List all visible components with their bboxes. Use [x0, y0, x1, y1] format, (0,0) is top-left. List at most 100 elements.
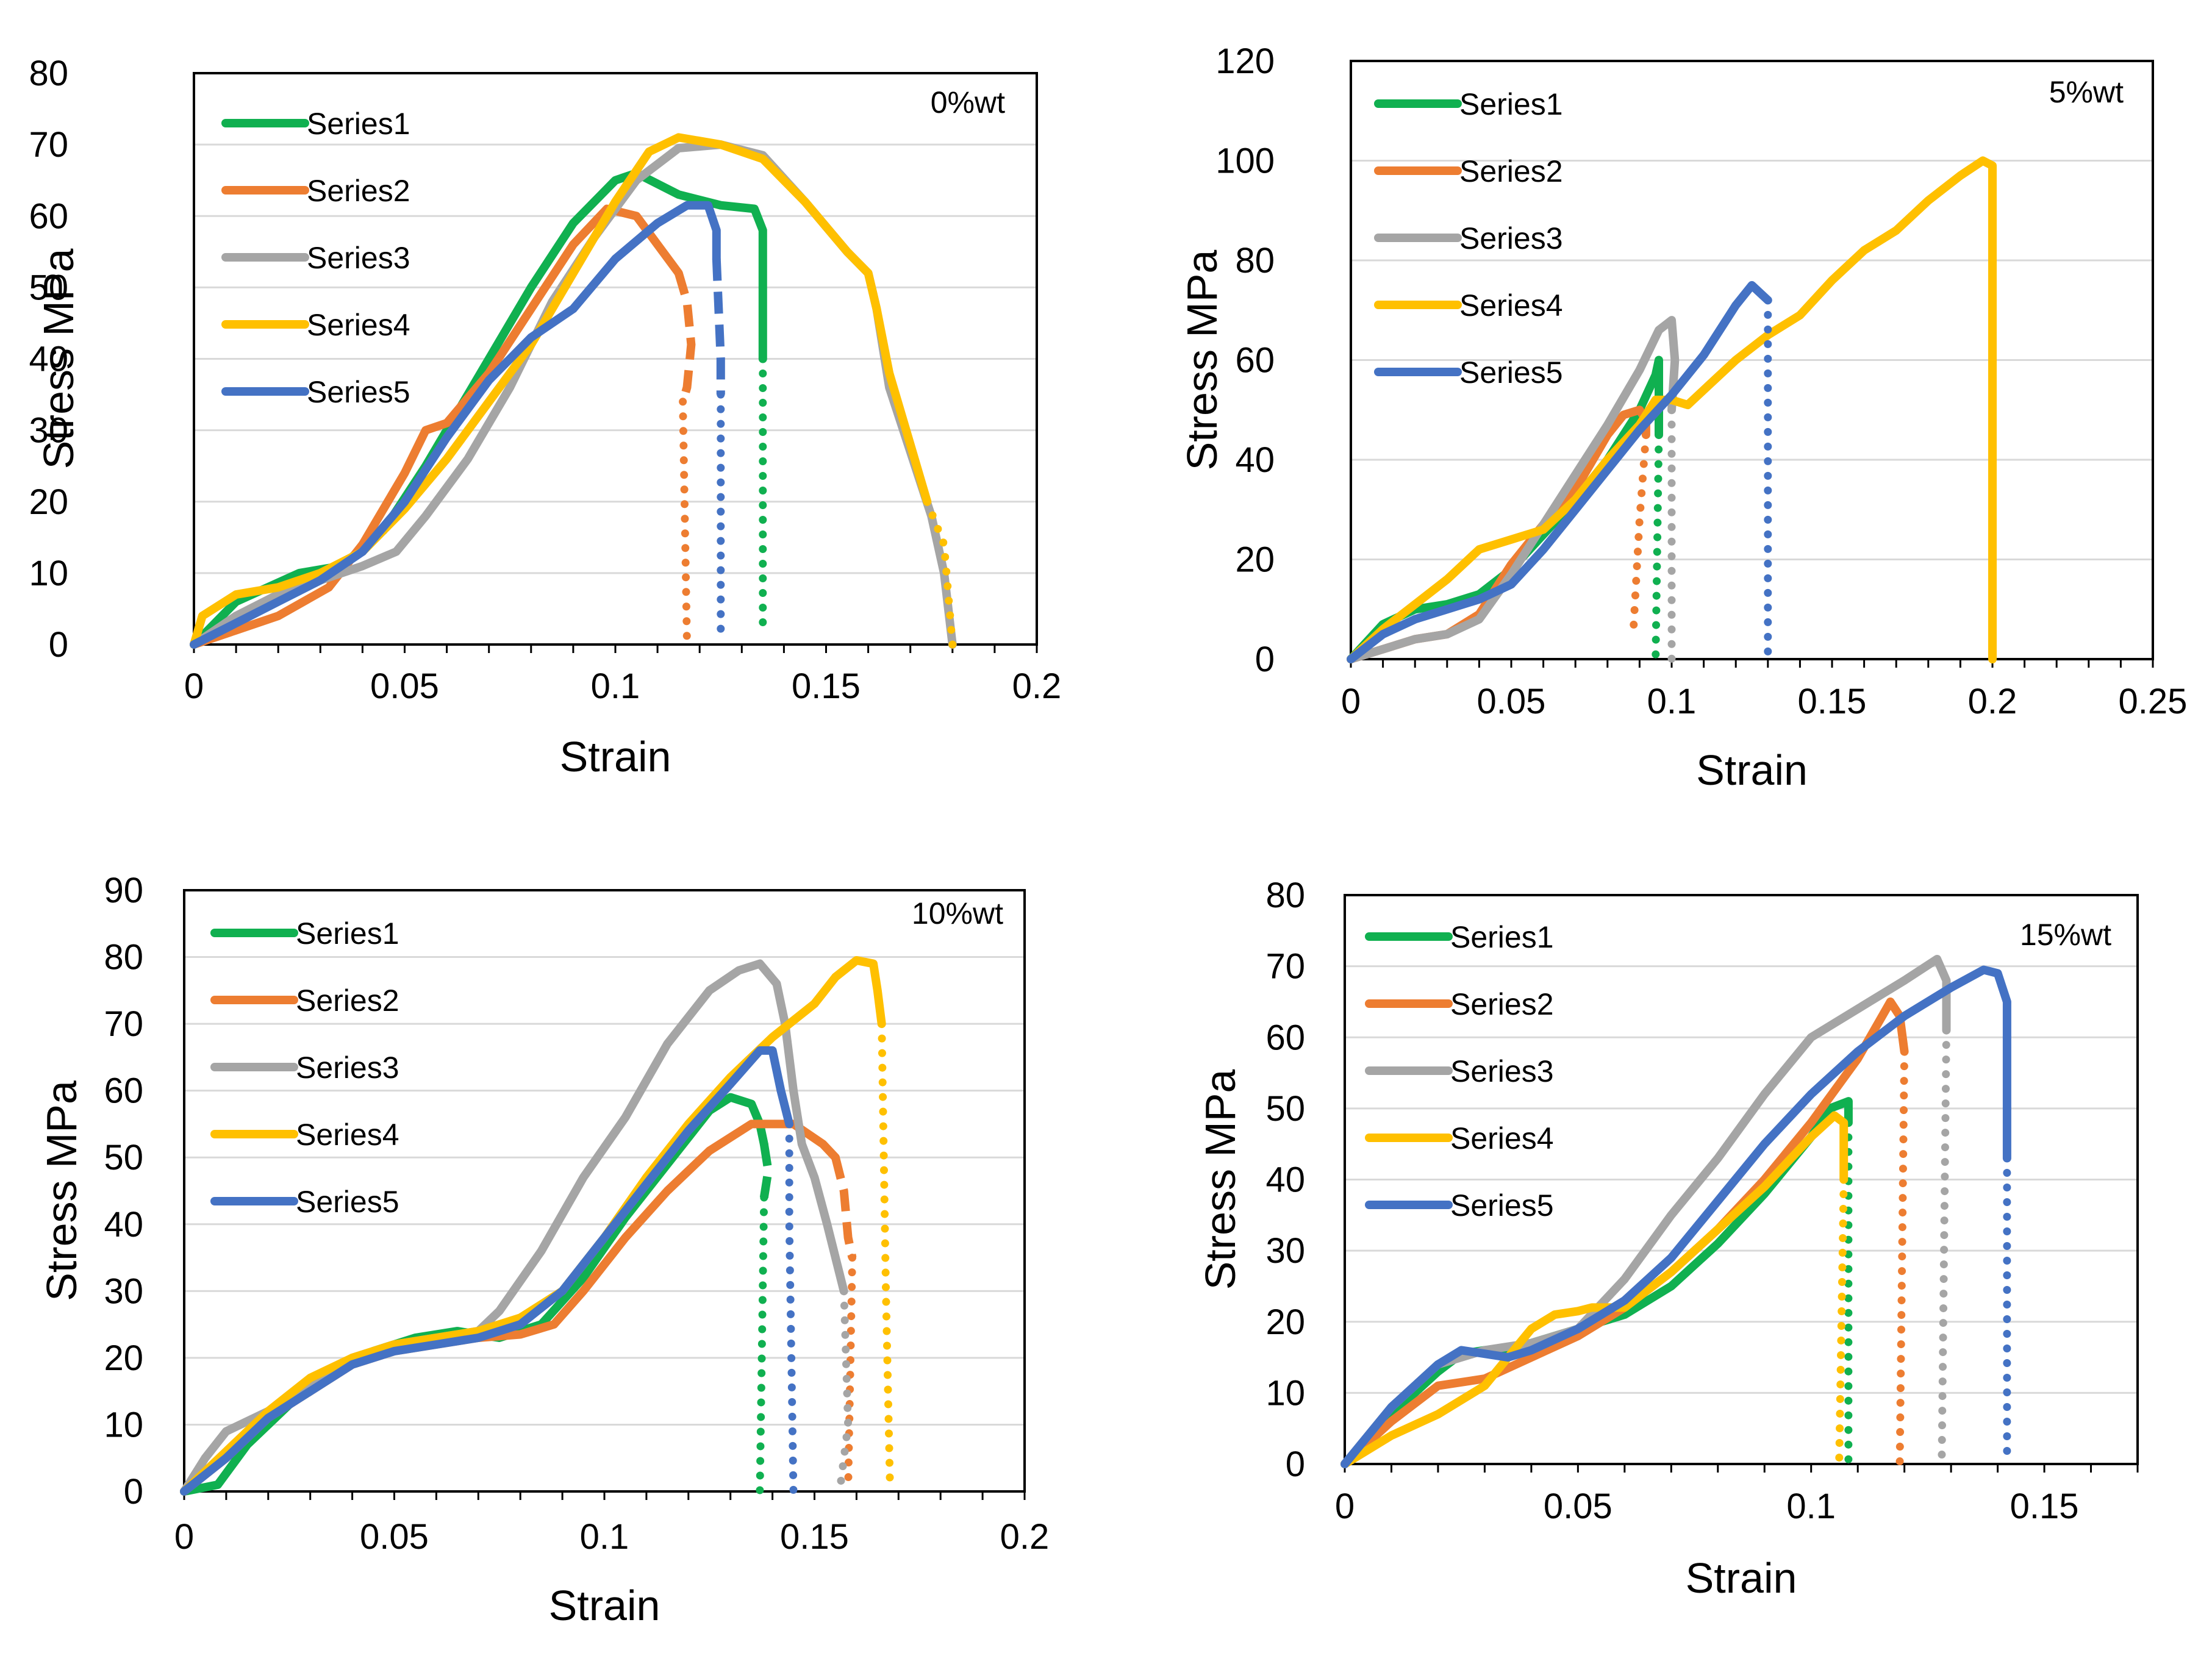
y-tick-label: 10 — [29, 554, 68, 593]
y-tick-label: 80 — [104, 938, 143, 977]
x-tick-label: 0.15 — [780, 1517, 849, 1557]
series-series4 — [190, 133, 957, 649]
x-tick-label: 0.2 — [1012, 666, 1062, 706]
legend-label: Series4 — [1459, 288, 1563, 323]
y-tick-label: 50 — [104, 1138, 143, 1177]
y-tick-label: 30 — [1265, 1231, 1305, 1271]
legend-label: Series5 — [1459, 355, 1563, 390]
series-dotted-line — [1629, 430, 1650, 638]
y-tick-label: 20 — [104, 1338, 143, 1378]
series-dotted-line — [1895, 1048, 1909, 1468]
legend-label: Series3 — [1450, 1054, 1554, 1088]
series-series5 — [1347, 280, 1772, 663]
y-tick-label: 0 — [124, 1472, 143, 1512]
legend-label: Series1 — [1450, 920, 1554, 954]
legend-label: Series5 — [296, 1185, 399, 1219]
legend-entry: Series1 — [221, 107, 410, 141]
legend-label: Series4 — [1450, 1121, 1554, 1155]
legend-label: Series2 — [1459, 154, 1563, 188]
y-tick-label: 20 — [29, 482, 68, 522]
x-tick-label: 0.1 — [580, 1517, 629, 1557]
series-series2 — [180, 1119, 857, 1496]
series-dotted-line — [1835, 1176, 1848, 1468]
series-series2 — [190, 204, 696, 649]
legend-entry: Series5 — [210, 1185, 399, 1219]
x-tick-label: 0.1 — [1786, 1487, 1836, 1526]
series-line — [180, 1046, 794, 1496]
plot-area-border — [1344, 894, 2139, 1465]
series-dotted-line — [1938, 1026, 1950, 1468]
legend-entry: Series4 — [221, 308, 410, 342]
legend-label: Series2 — [307, 174, 410, 208]
x-axis-title: Strain — [1696, 746, 1808, 794]
legend-label: Series1 — [296, 916, 399, 951]
series-dotted-line — [785, 1119, 798, 1496]
legend-label: Series4 — [307, 308, 410, 342]
series-line — [1340, 965, 2011, 1468]
plot-area-border — [1350, 60, 2154, 660]
series-dotted-line — [756, 1193, 768, 1496]
legend-entry: Series5 — [1374, 355, 1563, 390]
series-dotted-line — [923, 498, 957, 649]
y-tick-label: 80 — [29, 54, 68, 93]
legend-entry: Series2 — [1374, 154, 1563, 188]
x-tick-label: 0.05 — [1544, 1487, 1612, 1526]
legend-entry: Series4 — [1365, 1121, 1554, 1155]
x-tick-label: 0 — [174, 1517, 194, 1557]
x-tick-label: 0.15 — [1798, 682, 1867, 721]
y-tick-label: 20 — [1235, 540, 1275, 580]
x-tick-label: 0.05 — [360, 1517, 429, 1557]
series-series3 — [180, 959, 853, 1496]
series-dashed-line — [759, 1143, 773, 1199]
chart-annotation: 5%wt — [2049, 75, 2124, 109]
y-tick-label: 70 — [29, 125, 68, 165]
series-dotted-line — [1652, 430, 1663, 663]
legend-entry: Series2 — [1365, 987, 1554, 1021]
series-line — [180, 956, 886, 1496]
chart-annotation: 0%wt — [931, 85, 1005, 120]
series-dotted-line — [878, 1019, 894, 1496]
legend-label: Series1 — [307, 107, 410, 141]
chart-1: 0 10 20 30 40 50 60 70 80 0 0.05 0.1 0.15 0.2 Strain St… — [29, 54, 1061, 780]
legend-entry: Series2 — [221, 174, 410, 208]
y-tick-label: 0 — [49, 625, 68, 665]
series-line — [180, 1093, 768, 1496]
y-tick-label: 100 — [1215, 141, 1275, 181]
y-axis-title: Stress MPa — [38, 1080, 85, 1301]
y-axis-title: Stress MPa — [1178, 250, 1226, 471]
series-line — [1347, 280, 1772, 663]
series-dotted-line — [844, 1254, 856, 1496]
x-tick-label: 0.1 — [1647, 682, 1697, 721]
legend-label: Series1 — [1459, 87, 1563, 121]
chart-3: 0 10 20 30 40 50 60 70 80 90 0 0.05 0.1 0.15 0.2 Strain… — [38, 871, 1049, 1629]
series-dashed-line — [674, 271, 696, 403]
y-tick-label: 40 — [29, 340, 68, 379]
series-line — [190, 201, 721, 649]
chart-annotation: 15%wt — [2020, 918, 2111, 952]
series-line — [1340, 1097, 1853, 1468]
y-axis-title: Stress MPa — [35, 249, 82, 470]
x-axis-title: Strain — [560, 733, 671, 780]
series-dashed-line — [712, 259, 725, 395]
legend-entry: Series3 — [221, 241, 410, 275]
series-series5 — [190, 201, 725, 649]
series-series3 — [1340, 955, 1951, 1468]
legend-entry: Series1 — [1374, 87, 1563, 121]
legend-entry: Series1 — [1365, 920, 1554, 954]
y-tick-label: 90 — [104, 871, 143, 910]
y-tick-label: 60 — [1265, 1018, 1305, 1057]
series-line — [1340, 955, 1951, 1468]
series-series5 — [1340, 965, 2011, 1468]
x-tick-label: 0.15 — [792, 666, 861, 706]
legend-label: Series2 — [1450, 987, 1554, 1021]
y-tick-label: 40 — [104, 1205, 143, 1244]
legend-label: Series5 — [307, 375, 410, 409]
series-series1 — [180, 1093, 773, 1496]
legend-entry: Series3 — [210, 1051, 399, 1085]
x-tick-label: 0.25 — [2119, 682, 2188, 721]
x-tick-label: 0 — [184, 666, 204, 706]
y-tick-label: 120 — [1215, 41, 1275, 81]
y-tick-label: 60 — [29, 196, 68, 236]
y-tick-label: 30 — [29, 411, 68, 451]
y-tick-label: 30 — [104, 1271, 143, 1311]
